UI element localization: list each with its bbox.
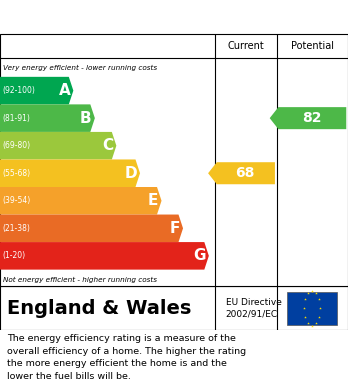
Text: (92-100): (92-100): [3, 86, 35, 95]
Polygon shape: [0, 242, 209, 270]
Text: (21-38): (21-38): [3, 224, 31, 233]
Polygon shape: [0, 160, 140, 187]
Polygon shape: [0, 187, 161, 215]
Text: EU Directive
2002/91/EC: EU Directive 2002/91/EC: [226, 298, 282, 318]
Polygon shape: [0, 104, 95, 132]
Text: England & Wales: England & Wales: [7, 298, 191, 317]
Text: E: E: [148, 193, 158, 208]
Text: (39-54): (39-54): [3, 196, 31, 205]
Text: B: B: [80, 111, 92, 126]
Text: F: F: [169, 221, 180, 236]
Text: G: G: [193, 248, 206, 264]
Text: C: C: [102, 138, 113, 153]
Text: Very energy efficient - lower running costs: Very energy efficient - lower running co…: [3, 65, 157, 71]
Polygon shape: [0, 215, 183, 242]
Text: (81-91): (81-91): [3, 114, 31, 123]
Bar: [287, 292, 337, 325]
Text: D: D: [124, 166, 137, 181]
Polygon shape: [270, 107, 346, 129]
Text: A: A: [58, 83, 70, 98]
Text: 82: 82: [302, 111, 321, 125]
Text: Potential: Potential: [291, 41, 334, 51]
Polygon shape: [0, 77, 73, 104]
Text: 68: 68: [235, 166, 255, 180]
Text: The energy efficiency rating is a measure of the
overall efficiency of a home. T: The energy efficiency rating is a measur…: [7, 334, 246, 381]
Text: (55-68): (55-68): [3, 169, 31, 178]
Text: (1-20): (1-20): [3, 251, 26, 260]
Text: Energy Efficiency Rating: Energy Efficiency Rating: [7, 8, 254, 26]
Polygon shape: [208, 162, 275, 184]
Text: (69-80): (69-80): [3, 141, 31, 150]
Text: Current: Current: [228, 41, 264, 51]
Polygon shape: [0, 132, 116, 160]
Text: Not energy efficient - higher running costs: Not energy efficient - higher running co…: [3, 277, 157, 283]
